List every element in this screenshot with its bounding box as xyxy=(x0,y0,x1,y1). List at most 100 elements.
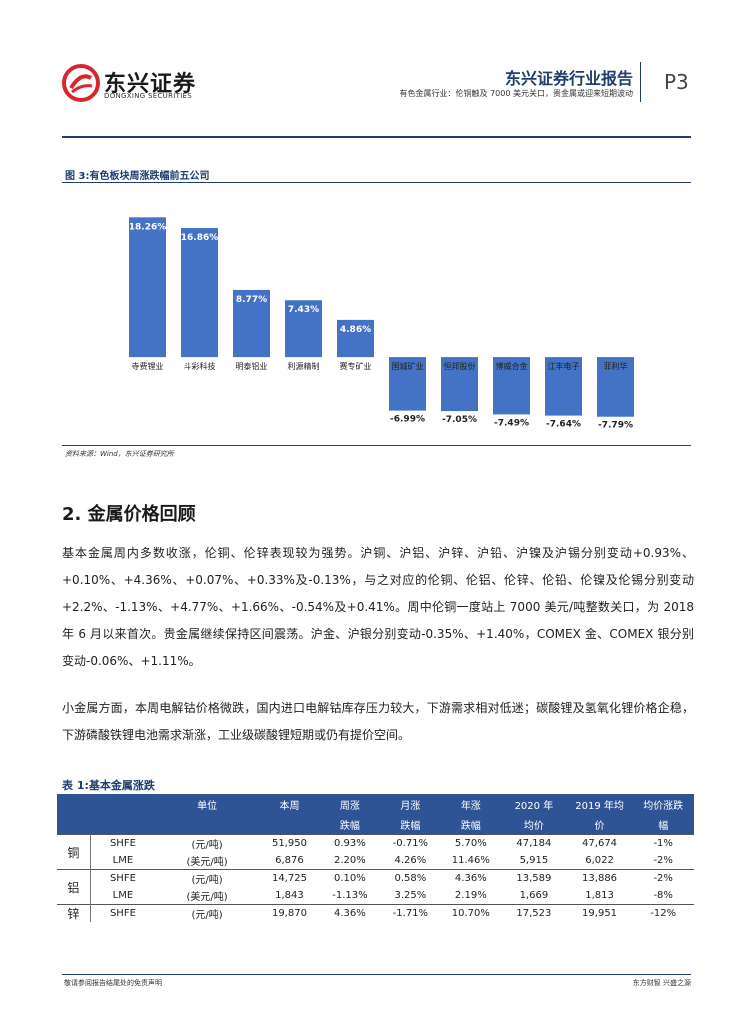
table-cell: 10.70% xyxy=(440,904,502,922)
table-cell: -12% xyxy=(632,904,694,922)
table-header-row: 单位 本周 周涨 月涨 年涨 2020 年 2019 年均 均价涨跌 xyxy=(57,794,694,814)
chart-value-label: 8.77% xyxy=(236,295,267,305)
metal-name-cell: 锌 xyxy=(57,904,91,922)
table-cell: 6,022 xyxy=(585,855,614,866)
metal-name-cell: 铝 xyxy=(57,869,91,905)
chart-category-label: 博威合金 xyxy=(496,361,528,371)
table-cell: 51,950 xyxy=(259,834,320,852)
chart-category-label: 江丰电子 xyxy=(548,361,580,371)
table-cell: LME xyxy=(112,890,134,901)
table-header-cell: 月涨 xyxy=(380,794,441,814)
chart-bar xyxy=(129,217,166,358)
table-row: LME (美元/吨) 6,876 2.20% 4.26% 11.46% 5,915 6,022… xyxy=(57,852,694,870)
table-header-cell: 价 xyxy=(566,814,633,835)
table-cell: 0.10% xyxy=(319,869,381,887)
table-cell: 5.70% xyxy=(440,834,502,852)
table-header-cell: 2020 年 xyxy=(501,794,567,814)
table-cell: -8% xyxy=(653,890,673,901)
company-logo-icon xyxy=(62,64,100,102)
chart-category-label: 寺费锂业 xyxy=(132,361,164,371)
table-header-cell: 跌幅 xyxy=(440,814,502,835)
header-rule xyxy=(62,136,691,138)
table-row: LME (美元/吨) 1,843 -1.13% 3.25% 2.19% 1,669 1,813… xyxy=(57,887,694,905)
company-name-en: DONGXING SECURITIES xyxy=(104,92,193,100)
table-header-cell: 跌幅 xyxy=(380,814,441,835)
chart-value-label: -7.49% xyxy=(494,418,529,428)
table-cell: 5,915 xyxy=(519,855,549,866)
figure-title: 图 3:有色板块周涨跌幅前五公司 xyxy=(65,171,210,182)
table-cell: -2% xyxy=(632,869,694,887)
table-cell: 6,876 xyxy=(275,855,304,866)
table-header-cell: 单位 xyxy=(154,794,260,814)
table-header-cell xyxy=(90,814,155,835)
chart-value-label: -6.99% xyxy=(390,415,425,425)
footer-rule xyxy=(62,974,691,975)
chart-value-label: 4.86% xyxy=(340,325,371,335)
table-header-cell xyxy=(259,814,320,835)
table-cell: -1% xyxy=(632,834,694,852)
page-number: P3 xyxy=(664,70,689,94)
paragraph-minor-metals: 小金属方面，本周电解钴价格微跌，国内进口电解钴库存压力较大，下游需求相对低迷；碳… xyxy=(62,701,694,742)
table-header-cell: 周涨 xyxy=(319,794,381,814)
table-header-cell: 2019 年均 xyxy=(566,794,633,814)
chart-bar xyxy=(181,228,218,358)
chart-bar xyxy=(389,357,426,411)
table-row: 铝 SHFE (元/吨) 14,725 0.10% 0.58% 4.36% 13,589 13,… xyxy=(57,869,694,905)
figure-bottom-rule xyxy=(62,445,691,446)
table-cell: LME xyxy=(112,855,134,866)
table-cell: (元/吨) xyxy=(154,904,260,922)
chart-category-label: 菲利华 xyxy=(604,361,628,371)
table-cell: 4.36% xyxy=(319,904,381,922)
chart-category-label: 恒邦股份 xyxy=(444,361,476,371)
table-cell: 19,951 xyxy=(566,904,633,922)
table-cell: -1.71% xyxy=(380,904,441,922)
table-cell: 14,725 xyxy=(259,869,320,887)
footer-slogan: 东方财智 兴盛之源 xyxy=(632,979,691,987)
table-header-cell: 本周 xyxy=(259,794,320,814)
table-cell: 1,813 xyxy=(585,890,614,901)
paragraph-base-metals: 基本金属周内多数收涨，伦铜、伦锌表现较为强势。沪铜、沪铝、沪锌、沪铅、沪镍及沪锡… xyxy=(62,546,694,668)
chart-bar xyxy=(493,357,530,415)
table-cell: 17,523 xyxy=(501,904,567,922)
table-cell: 19,870 xyxy=(259,904,320,922)
table-cell: 2.19% xyxy=(454,890,487,901)
section-title: 2. 金属价格回顾 xyxy=(62,504,196,525)
chart-value-label: 7.43% xyxy=(288,305,319,315)
table-cell: 0.58% xyxy=(380,869,441,887)
table-header-cell: 均价涨跌 xyxy=(632,794,694,814)
table-cell: 11.46% xyxy=(451,855,490,866)
report-subtitle: 有色金属行业：伦铜触及 7000 美元关口，贵金属或迎来短期波动 xyxy=(399,89,633,98)
table-cell: SHFE xyxy=(90,834,155,852)
bar-chart: 18.26% 寺费锂业 16.86% 斗彩科技 8.77% 明泰铝业 7.43% 利源精制 4.… xyxy=(129,217,634,431)
table-cell: (元/吨) xyxy=(154,869,260,887)
figure-source: 资料来源：Wind，东兴证券研究所 xyxy=(65,450,174,458)
table-cell: 4.26% xyxy=(394,855,427,866)
table-cell: -2% xyxy=(653,855,673,866)
table-cell: 4.36% xyxy=(440,869,502,887)
table-cell: SHFE xyxy=(90,904,155,922)
table-cell: 13,886 xyxy=(566,869,633,887)
table-header-cell: 均价 xyxy=(501,814,567,835)
table-cell: (元/吨) xyxy=(154,834,260,852)
table-header-row: 跌幅 跌幅 跌幅 均价价幅 xyxy=(57,814,694,835)
table-header-cell xyxy=(57,814,91,835)
table-cell: SHFE xyxy=(90,869,155,887)
table-cell: 0.93% xyxy=(319,834,381,852)
report-title: 东兴证券行业报告 xyxy=(504,69,633,88)
chart-category-label: 国城矿业 xyxy=(392,361,424,371)
chart-bar xyxy=(285,300,322,358)
chart-bar xyxy=(441,357,478,412)
chart-bar xyxy=(545,357,582,416)
chart-category-label: 明泰铝业 xyxy=(236,361,268,371)
chart-value-label: 16.86% xyxy=(181,233,219,243)
table-header-cell xyxy=(57,794,91,814)
table-cell: (美元/吨) xyxy=(186,892,228,903)
header-divider xyxy=(640,62,641,102)
table-header-cell xyxy=(154,814,260,835)
table-cell: -0.71% xyxy=(380,834,441,852)
table-title: 表 1:基本金属涨跌 xyxy=(62,779,155,792)
table-cell: (美元/吨) xyxy=(186,857,228,868)
metal-name-cell: 铜 xyxy=(57,834,91,870)
figure-top-rule xyxy=(62,182,691,183)
